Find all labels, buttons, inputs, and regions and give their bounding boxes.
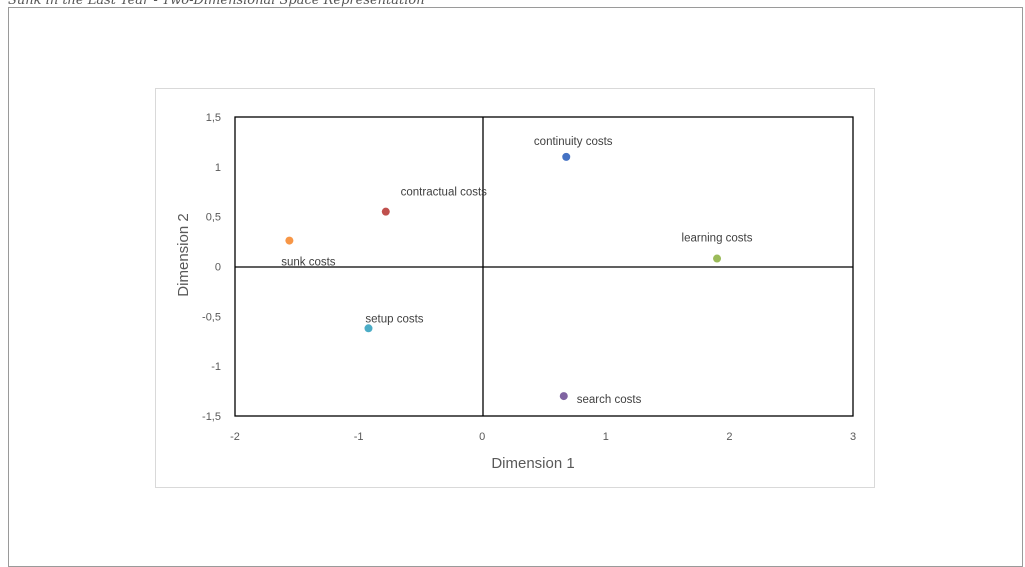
y-tick-label: -1 [211, 361, 221, 373]
y-axis-title: Dimension 2 [175, 213, 192, 296]
data-points [285, 152, 722, 401]
y-tick-label: 0 [215, 262, 221, 274]
y-tick-label: 0,5 [206, 212, 221, 224]
x-tick-label: -1 [354, 431, 364, 443]
data-point [364, 324, 373, 333]
y-tick-label: 1 [215, 162, 221, 174]
data-point-label: sunk costs [281, 257, 336, 269]
x-tick-label: -2 [230, 431, 240, 443]
x-axis-title: Dimension 1 [491, 455, 574, 472]
chart-area [155, 88, 875, 488]
data-point [713, 254, 722, 263]
x-tick-label: 0 [479, 431, 485, 443]
x-tick-labels: -2 -1 0 1 2 3 [230, 431, 856, 443]
data-point [285, 236, 294, 245]
data-point-label: setup costs [365, 313, 423, 325]
y-tick-label: -1,5 [202, 411, 221, 423]
x-tick-label: 3 [850, 431, 856, 443]
data-point [562, 152, 571, 161]
data-point-label: continuity costs [534, 136, 613, 148]
x-tick-label: 1 [603, 431, 609, 443]
y-tick-label: -0,5 [202, 311, 221, 323]
data-point-label: learning costs [682, 233, 753, 245]
data-point [559, 392, 568, 401]
y-tick-label: 1,5 [206, 112, 221, 124]
data-point-labels: continuity costs contractual costs sunk co… [281, 136, 753, 406]
x-tick-label: 2 [726, 431, 732, 443]
y-tick-labels: -1,5 -1 -0,5 0 0,5 1 1,5 [202, 112, 221, 423]
figure-caption: Sunk in the Last Year - Two-Dimensional … [8, 0, 425, 8]
data-point-label: search costs [577, 394, 642, 406]
data-point [381, 207, 390, 216]
data-point-label: contractual costs [401, 187, 488, 199]
